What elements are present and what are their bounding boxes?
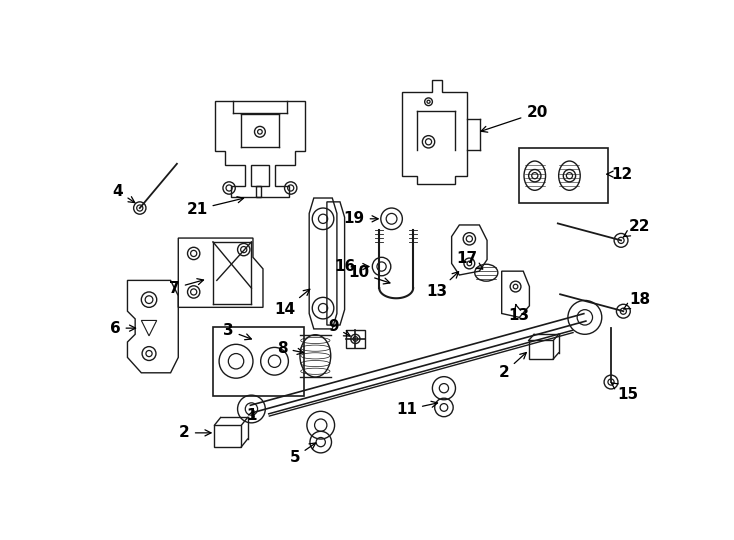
Text: 8: 8 bbox=[277, 341, 304, 356]
Bar bbox=[346, 330, 365, 348]
Text: 5: 5 bbox=[289, 443, 316, 465]
Text: 10: 10 bbox=[348, 265, 390, 284]
Text: 6: 6 bbox=[110, 321, 136, 336]
Text: 3: 3 bbox=[223, 323, 251, 340]
Text: 2: 2 bbox=[498, 353, 526, 380]
Bar bbox=[213, 327, 304, 396]
Text: 16: 16 bbox=[334, 259, 369, 274]
Text: 13: 13 bbox=[426, 272, 459, 300]
Bar bbox=[520, 148, 608, 204]
Text: 13: 13 bbox=[508, 305, 529, 322]
Text: 18: 18 bbox=[624, 292, 650, 309]
Text: 20: 20 bbox=[481, 105, 548, 132]
Text: 12: 12 bbox=[607, 167, 632, 181]
Text: 1: 1 bbox=[247, 408, 257, 423]
Text: 4: 4 bbox=[112, 184, 135, 202]
Text: 17: 17 bbox=[456, 251, 483, 269]
Text: 14: 14 bbox=[275, 289, 310, 317]
Text: 2: 2 bbox=[179, 426, 211, 440]
Text: 11: 11 bbox=[396, 401, 437, 417]
Text: 15: 15 bbox=[611, 383, 639, 402]
Text: 9: 9 bbox=[328, 319, 350, 336]
Text: 7: 7 bbox=[170, 279, 203, 295]
Text: 22: 22 bbox=[623, 219, 650, 237]
Text: 21: 21 bbox=[186, 197, 244, 217]
Text: 19: 19 bbox=[344, 211, 378, 226]
